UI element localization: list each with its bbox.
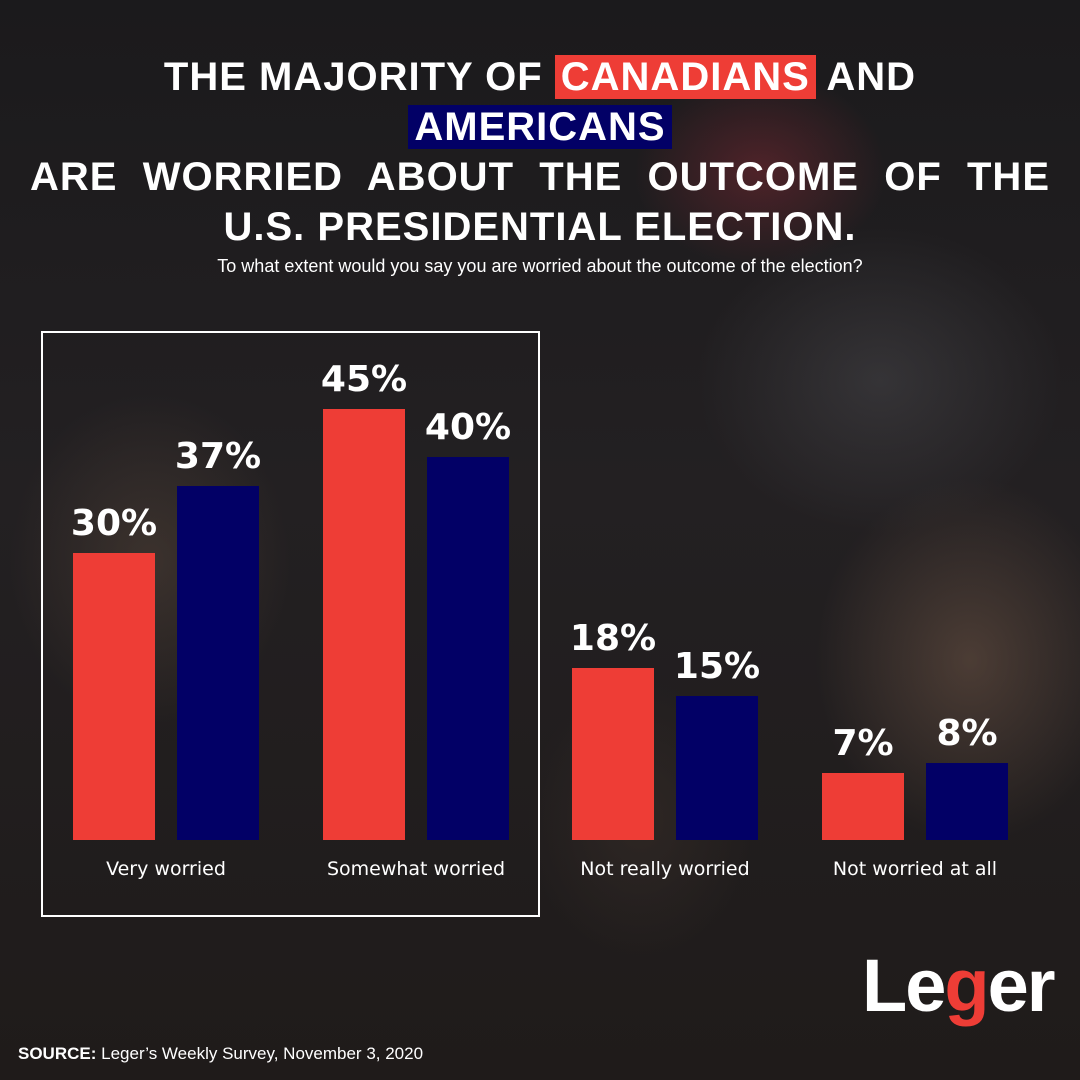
highlight-box	[41, 331, 540, 917]
bar-americans-4	[926, 763, 1008, 840]
data-label-canadians-3: 18%	[569, 618, 657, 659]
data-label-americans-3: 15%	[673, 646, 761, 687]
data-label-canadians-1: 30%	[70, 503, 158, 544]
bar-canadians-3	[572, 668, 654, 840]
bar-canadians-2	[323, 409, 405, 840]
source-label: SOURCE:	[18, 1044, 97, 1063]
headline-line3: U.S. PRESIDENTIAL ELECTION.	[223, 205, 857, 249]
bar-canadians-4	[822, 773, 904, 840]
bar-americans-1	[177, 486, 259, 840]
highlight-americans: AMERICANS	[408, 105, 672, 149]
category-label-2: Somewhat worried	[326, 858, 506, 880]
source-note: SOURCE: Leger’s Weekly Survey, November …	[18, 1044, 423, 1064]
data-label-canadians-4: 7%	[832, 723, 894, 764]
data-label-americans-1: 37%	[174, 436, 262, 477]
headline-line2: ARE WORRIED ABOUT THE OUTCOME OF THE	[30, 155, 1050, 199]
category-label-4: Not worried at all	[832, 858, 998, 880]
survey-question: To what extent would you say you are wor…	[217, 256, 863, 276]
data-label-americans-4: 8%	[936, 713, 998, 754]
highlight-canadians: CANADIANS	[554, 55, 816, 99]
leger-logo: Leger	[862, 944, 1056, 1027]
bar-canadians-1	[73, 553, 155, 840]
logo-text-er: er	[987, 944, 1056, 1027]
headline-part2: AND	[826, 55, 917, 99]
logo-text-le: Le	[862, 944, 946, 1027]
category-label-3: Not really worried	[580, 858, 750, 880]
category-label-1: Very worried	[106, 858, 226, 880]
headline: THE MAJORITY OF CANADIANS AND AMERICANS …	[30, 52, 1050, 252]
data-label-canadians-2: 45%	[320, 359, 408, 400]
source-text: Leger’s Weekly Survey, November 3, 2020	[96, 1044, 424, 1063]
bar-americans-2	[427, 457, 509, 840]
bar-americans-3	[676, 696, 758, 840]
headline-part1: THE MAJORITY OF	[163, 55, 543, 99]
logo-text-g: g	[944, 944, 989, 1027]
data-label-americans-2: 40%	[424, 407, 512, 448]
